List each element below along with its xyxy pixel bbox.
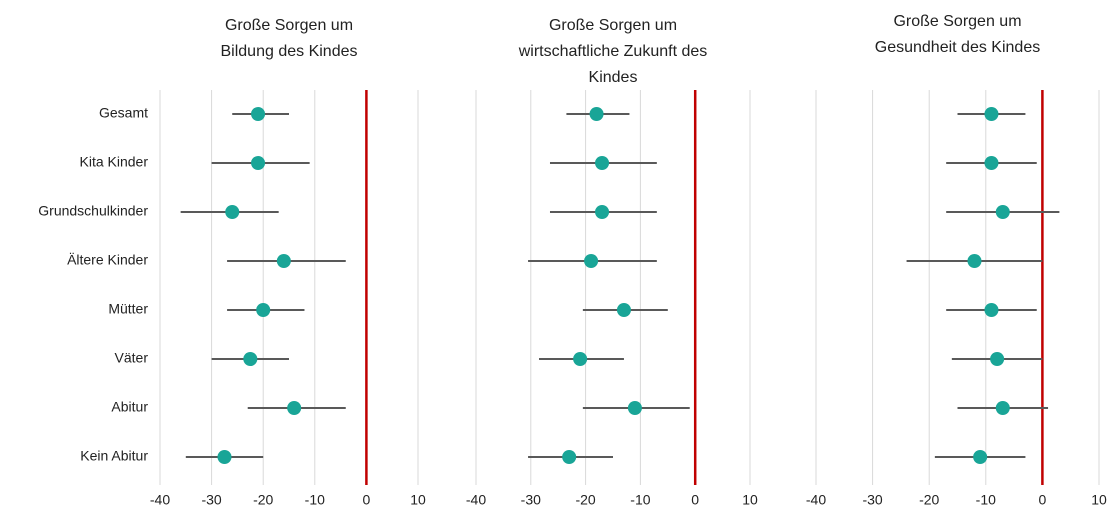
category-label: Kein Abitur [80, 448, 148, 464]
x-tick-label: -20 [919, 492, 939, 508]
x-tick-label: 0 [691, 492, 699, 508]
dot [243, 352, 258, 366]
panel-title: Große Sorgen um [893, 13, 1021, 30]
x-tick-label: -10 [976, 492, 996, 508]
x-tick-label: -20 [253, 492, 273, 508]
x-tick-label: 0 [1039, 492, 1047, 508]
x-tick-label: -40 [466, 492, 486, 508]
dot [589, 107, 604, 121]
dot [973, 450, 988, 464]
dot [967, 254, 982, 268]
dot [984, 156, 999, 170]
dot [287, 401, 302, 415]
x-tick-label: -40 [150, 492, 170, 508]
panel-title: Bildung des Kindes [221, 43, 358, 60]
panel-title: Gesundheit des Kindes [875, 39, 1040, 56]
category-label: Kita Kinder [80, 154, 149, 170]
category-label: Ältere Kinder [67, 252, 148, 268]
dot [562, 450, 577, 464]
category-label: Väter [115, 350, 149, 366]
dot [595, 156, 610, 170]
x-tick-label: -30 [521, 492, 541, 508]
dot [990, 352, 1005, 366]
category-label: Gesamt [99, 105, 148, 121]
category-label: Mütter [108, 301, 148, 317]
dot [276, 254, 291, 268]
dot [217, 450, 232, 464]
panel-title: Große Sorgen um [225, 17, 353, 34]
dot [225, 205, 240, 219]
dot [251, 107, 266, 121]
dot [595, 205, 610, 219]
dot [984, 107, 999, 121]
x-tick-label: 0 [363, 492, 371, 508]
panel-title: Große Sorgen um [549, 17, 677, 34]
dot [251, 156, 266, 170]
dot [584, 254, 599, 268]
x-tick-label: -30 [862, 492, 882, 508]
x-tick-label: 10 [410, 492, 426, 508]
x-tick-label: 10 [742, 492, 758, 508]
x-tick-label: -10 [630, 492, 650, 508]
x-tick-label: -40 [806, 492, 826, 508]
panel-title: Kindes [589, 69, 638, 86]
panel-title: wirtschaftliche Zukunft des [518, 43, 708, 60]
x-tick-label: 10 [1091, 492, 1107, 508]
x-tick-label: -10 [305, 492, 325, 508]
x-tick-label: -20 [575, 492, 595, 508]
dot [627, 401, 642, 415]
category-label: Abitur [111, 399, 148, 415]
dot [256, 303, 271, 317]
dot [573, 352, 588, 366]
dot [995, 205, 1010, 219]
dot [616, 303, 631, 317]
dot [984, 303, 999, 317]
dot [995, 401, 1010, 415]
x-tick-label: -30 [201, 492, 221, 508]
category-label: Grundschulkinder [38, 203, 148, 219]
